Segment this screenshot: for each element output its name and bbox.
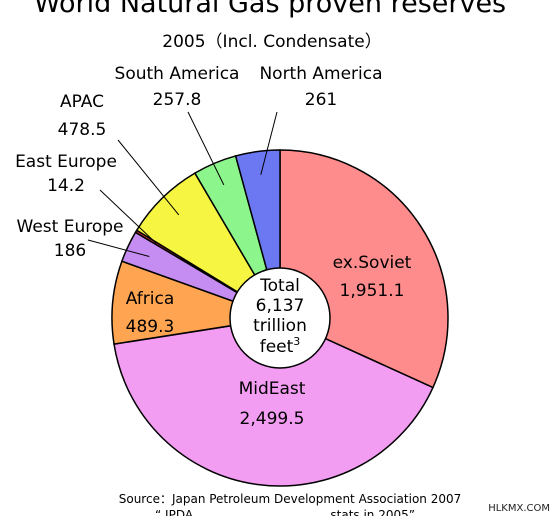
leader-east-europe xyxy=(99,189,157,244)
center-label-line: trillion xyxy=(253,316,307,336)
label-name-east-europe: East Europe xyxy=(15,152,117,172)
center-label-line: feet3 xyxy=(260,335,301,357)
source-note-line2: “ IPDA stats in 2005” xyxy=(155,508,415,516)
center-label-superscript: 3 xyxy=(293,335,300,348)
leader-apac xyxy=(117,139,180,216)
chart-subtitle: 2005（Incl. Condensate） xyxy=(162,32,381,52)
leader-west-europe xyxy=(87,239,150,257)
label-name-west-europe: West Europe xyxy=(17,217,124,237)
leader-lines xyxy=(87,111,278,257)
leader-north-america xyxy=(260,111,278,175)
label-value-west-europe: 186 xyxy=(54,241,86,261)
label-name-north-america: North America xyxy=(259,64,382,84)
label-name-mideast: MidEast xyxy=(239,379,306,399)
label-value-south-america: 257.8 xyxy=(153,90,202,110)
center-label-line: 6,137 xyxy=(256,296,305,316)
label-value-apac: 478.5 xyxy=(58,120,107,140)
label-name-africa: Africa xyxy=(126,289,175,309)
leader-south-america xyxy=(187,111,225,186)
label-value-east-europe: 14.2 xyxy=(47,176,85,196)
watermark: HLKMX.COM xyxy=(488,503,550,514)
center-label-line: Total xyxy=(259,276,300,296)
center-hole xyxy=(229,267,331,369)
source-note: Source：Japan Petroleum Development Assoc… xyxy=(119,492,462,506)
label-value-ex-soviet: 1,951.1 xyxy=(340,281,405,301)
label-value-africa: 489.3 xyxy=(126,317,175,337)
slice-mideast xyxy=(113,317,434,487)
label-value-mideast: 2,499.5 xyxy=(240,409,305,429)
chart-title: World Natural Gas proven reserves xyxy=(34,0,506,19)
label-name-ex-soviet: ex.Soviet xyxy=(333,253,412,273)
slice-labels: ex.Soviet 1,951.1 MidEast 2,499.5 Africa 489.… xyxy=(15,64,412,429)
label-name-apac: APAC xyxy=(60,92,104,112)
label-name-south-america: South America xyxy=(115,64,240,84)
label-value-north-america: 261 xyxy=(305,90,337,110)
